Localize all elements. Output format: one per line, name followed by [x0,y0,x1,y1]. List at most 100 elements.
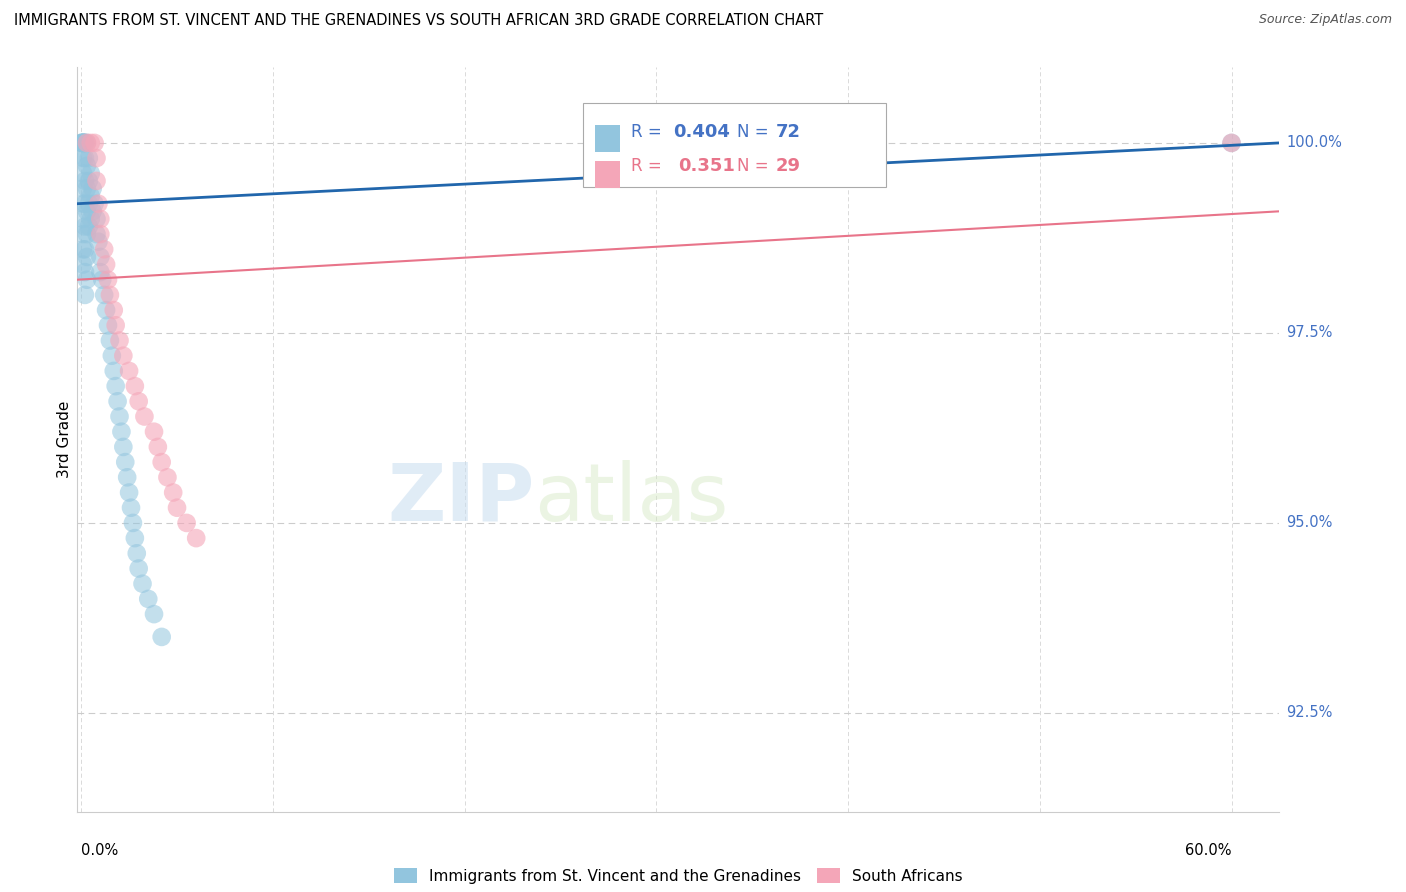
Point [91,273,114,287]
Point [97,273,120,287]
Point [93,288,115,302]
Point [186,531,208,545]
Point [103,364,125,378]
Point [73,196,96,211]
Text: IMMIGRANTS FROM ST. VINCENT AND THE GRENADINES VS SOUTH AFRICAN 3RD GRADE CORREL: IMMIGRANTS FROM ST. VINCENT AND THE GREN… [14,13,824,29]
Point [73,174,96,188]
Point [124,379,146,393]
Point [72,136,94,150]
Point [108,334,131,348]
Point [108,409,131,424]
Y-axis label: 3rd Grade: 3rd Grade [56,401,72,478]
Point [128,561,150,575]
Point [70,136,93,150]
Point [72,136,94,150]
Point [72,227,94,241]
Point [73,219,96,234]
Point [80,166,103,180]
Point [93,242,115,256]
Point [120,500,142,515]
Point [98,288,121,302]
Text: 0.404: 0.404 [673,123,730,141]
Point [131,576,153,591]
Point [150,455,173,469]
Point [76,136,98,150]
Text: 72: 72 [776,123,801,141]
Text: R =: R = [631,123,668,141]
Point [73,288,96,302]
Point [118,485,141,500]
Point [89,227,111,241]
Point [1220,136,1243,150]
Point [80,189,103,203]
Point [166,500,188,515]
Legend: Immigrants from St. Vincent and the Grenadines, South Africans: Immigrants from St. Vincent and the Gren… [388,862,969,889]
Point [73,265,96,279]
Point [72,136,94,150]
Point [136,591,159,606]
Point [76,250,98,264]
Text: R =: R = [631,157,672,175]
Point [76,159,98,173]
Point [72,151,94,165]
Point [83,136,105,150]
Text: 0.0%: 0.0% [82,843,118,858]
Point [72,196,94,211]
Point [76,136,98,150]
Text: 29: 29 [776,157,801,175]
Point [101,349,124,363]
Point [76,273,98,287]
Point [72,181,94,195]
Text: 97.5%: 97.5% [1286,326,1333,341]
Point [89,250,111,264]
Text: N =: N = [737,123,768,141]
Point [94,303,117,318]
Point [82,204,104,219]
Point [77,174,100,188]
Point [72,258,94,272]
Point [1220,136,1243,150]
Point [143,425,166,439]
Point [98,334,121,348]
Point [76,227,98,241]
Point [76,204,98,219]
Point [80,136,103,150]
Point [89,265,111,279]
Point [70,136,93,150]
Point [176,516,198,530]
Point [125,546,148,560]
Point [72,166,94,180]
Text: 100.0%: 100.0% [1286,136,1343,151]
Point [143,607,166,621]
Text: N =: N = [737,157,768,175]
Point [86,227,108,241]
Point [87,235,110,249]
Point [114,455,136,469]
Point [86,151,108,165]
Point [73,136,96,150]
Text: ZIP: ZIP [387,460,534,538]
Point [146,440,169,454]
Text: 95.0%: 95.0% [1286,516,1333,531]
Point [107,394,129,409]
Point [104,379,127,393]
Point [94,258,117,272]
Point [103,303,125,318]
Point [77,219,100,234]
Point [73,242,96,256]
Text: Source: ZipAtlas.com: Source: ZipAtlas.com [1258,13,1392,27]
Point [104,318,127,333]
Point [77,196,100,211]
Point [89,211,111,226]
Point [124,531,146,545]
Text: 92.5%: 92.5% [1286,706,1333,721]
Point [118,364,141,378]
Point [73,136,96,150]
Point [73,151,96,165]
Point [72,136,94,150]
Point [80,211,103,226]
Point [72,136,94,150]
Text: 60.0%: 60.0% [1185,843,1232,858]
Point [97,318,120,333]
Text: 0.351: 0.351 [678,157,734,175]
